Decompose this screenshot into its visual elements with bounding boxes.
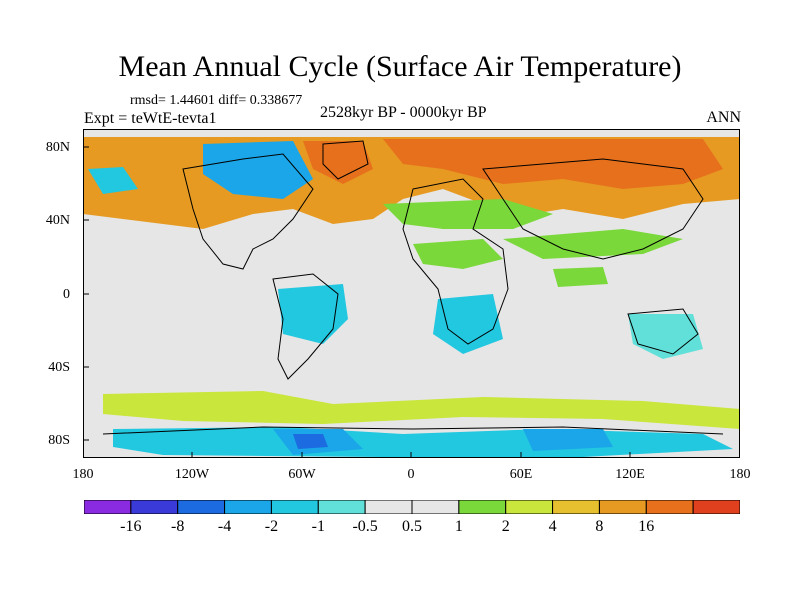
x-tick-label: 60E [509, 467, 533, 482]
y-tick-label: 40N [45, 213, 70, 228]
rmsd-diff-stats: rmsd= 1.44601 diff= 0.338677 [130, 93, 303, 108]
antarctica-outline [102, 426, 724, 435]
experiment-label: Expt = teWtE-tevta1 [84, 110, 217, 127]
colorbar-box [177, 500, 226, 514]
south-america-outline [272, 273, 339, 380]
x-tick-label: 180 [72, 467, 94, 482]
x-tick-label: 180 [729, 467, 751, 482]
colorbar-label: 4 [548, 518, 557, 535]
greenland-outline [322, 140, 369, 180]
north-america-cool-region [203, 141, 313, 199]
colorbar-label: -16 [120, 518, 142, 535]
colorbar-box [270, 500, 319, 514]
australia-cool [628, 314, 703, 359]
temperature-map [83, 129, 740, 458]
colorbar-label: 8 [595, 518, 604, 535]
x-tick-label: 60W [288, 467, 316, 482]
colorbar-label: -4 [217, 518, 232, 535]
colorbar-label: 0.5 [402, 518, 422, 535]
colorbar-label: -1 [311, 518, 325, 535]
north-america-outline [182, 153, 314, 270]
colorbar-box [645, 500, 694, 514]
colorbar-label: -0.5 [352, 518, 378, 535]
colorbar-box [552, 500, 600, 514]
southern-africa-cool [433, 294, 503, 354]
asia-green-band [503, 229, 683, 259]
y-tick-label: 80S [48, 433, 70, 448]
colorbar-box [84, 500, 132, 514]
arctic-cool-patch [88, 167, 138, 194]
x-tick-label: 0 [407, 467, 415, 482]
colorbar-box [364, 500, 413, 514]
indian-ocean-green [553, 267, 608, 287]
colorbar-label: -8 [171, 518, 185, 535]
colorbar-box [317, 500, 366, 514]
southern-green-band [103, 391, 740, 429]
y-tick-label: 40S [48, 360, 70, 375]
colorbar-label: 16 [638, 518, 655, 535]
colorbar-box [458, 500, 507, 514]
antarctic-dark-blue [293, 434, 328, 449]
x-tick-label: 120W [174, 467, 210, 482]
y-tick-label: 0 [63, 287, 70, 302]
colorbar-label: 1 [454, 518, 463, 535]
colorbar-box [692, 500, 740, 514]
colorbar-box [224, 500, 272, 514]
chart-title: Mean Annual Cycle (Surface Air Temperatu… [118, 50, 682, 83]
colorbar-label: 2 [501, 518, 510, 535]
midlatitude-green-band [383, 199, 553, 229]
australia-outline [627, 308, 699, 355]
colorbar-label: -2 [264, 518, 279, 535]
axis-ticks [83, 146, 631, 458]
siberia-hot-region [383, 139, 723, 189]
north-africa-green [413, 239, 503, 269]
south-america-cool [278, 284, 348, 344]
season-label: ANN [706, 109, 741, 126]
asia-outline [482, 158, 704, 260]
europe-africa-outline [402, 178, 509, 345]
period-label: 2528kyr BP - 0000kyr BP [320, 104, 487, 121]
greenland-hot-region [303, 141, 373, 184]
colorbar-box [130, 500, 179, 514]
continent-outlines [102, 140, 724, 435]
y-tick-label: 80N [45, 140, 70, 155]
colorbar-box [598, 500, 647, 514]
colorbar [84, 500, 740, 514]
colorbar-box [505, 500, 554, 514]
x-tick-label: 120E [615, 467, 645, 482]
colorbar-box [411, 500, 460, 514]
antarctic-blue-patches [273, 429, 613, 455]
